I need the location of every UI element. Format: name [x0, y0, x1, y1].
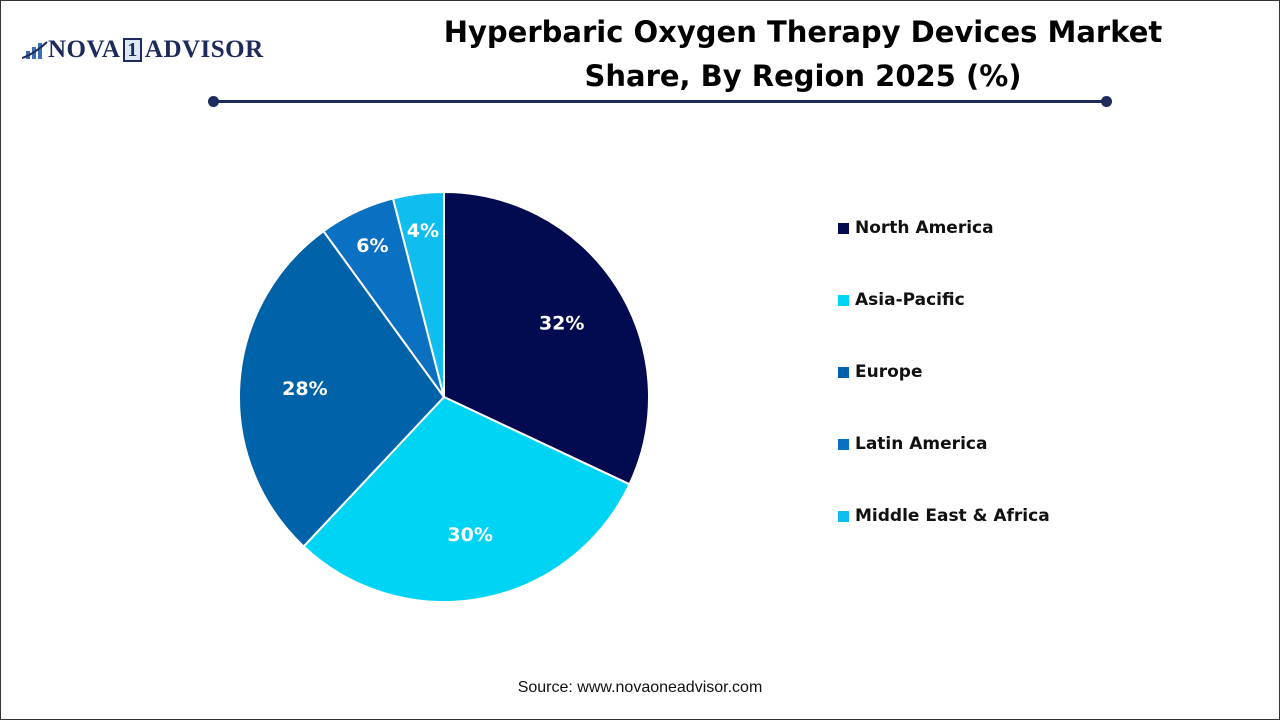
logo-text-nova: NOVA [48, 36, 121, 63]
source-note: Source: www.novaoneadvisor.com [517, 679, 763, 696]
legend-swatch [838, 294, 849, 306]
data-label: 32% [539, 312, 584, 334]
legend-item: Latin America [838, 432, 1050, 456]
legend: North America Asia-Pacific Europe Latin Ame… [838, 216, 1050, 576]
data-label: 28% [282, 378, 327, 400]
pie-slice-asia-pacific [302, 395, 631, 603]
pie-slice-north-america [443, 190, 650, 486]
legend-swatch [838, 222, 849, 234]
data-label: 30% [447, 524, 492, 546]
logo-text-advisor: ADVISOR [144, 36, 264, 63]
title-divider [213, 100, 1106, 103]
title-line-2: Share, By Region 2025 (%) [584, 59, 1022, 93]
legend-swatch [838, 438, 849, 450]
chart-title: Hyperbaric Oxygen Therapy Devices Market… [373, 10, 1233, 98]
divider-dot-left [208, 96, 219, 107]
legend-swatch [838, 510, 849, 522]
logo-text-one: 1 [123, 38, 142, 62]
divider-dot-right [1101, 96, 1112, 107]
logo: NOVA 1 ADVISOR [22, 36, 264, 64]
legend-item: North America [838, 216, 1050, 240]
data-label: 6% [356, 235, 388, 257]
pie-slice-europe [238, 229, 446, 548]
legend-label: Middle East & Africa [855, 506, 1050, 526]
legend-label: Europe [855, 362, 923, 382]
legend-item: Europe [838, 360, 1050, 384]
legend-label: Latin America [855, 434, 988, 454]
legend-item: Asia-Pacific [838, 288, 1050, 312]
legend-swatch [838, 366, 849, 378]
pie-slice-middle-east-africa [391, 190, 445, 398]
legend-label: North America [855, 218, 994, 238]
data-label: 4% [407, 220, 439, 242]
legend-label: Asia-Pacific [855, 290, 965, 310]
bar-chart-logo-icon [22, 41, 48, 59]
legend-item: Middle East & Africa [838, 504, 1050, 528]
title-line-1: Hyperbaric Oxygen Therapy Devices Market [443, 15, 1163, 49]
